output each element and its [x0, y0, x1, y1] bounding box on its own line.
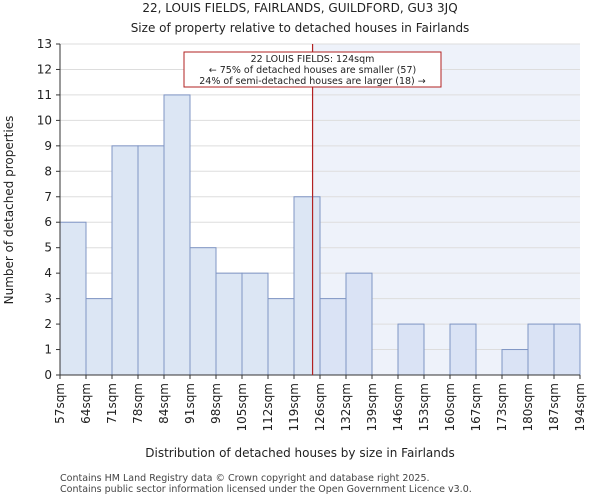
x-tick-label: 160sqm — [443, 383, 457, 431]
x-tick-label: 173sqm — [495, 383, 509, 431]
x-tick-label: 167sqm — [469, 383, 483, 431]
x-tick-label: 64sqm — [79, 383, 93, 424]
x-tick-label: 146sqm — [391, 383, 405, 431]
y-tick-label: 10 — [37, 113, 52, 127]
y-tick-label: 4 — [44, 266, 52, 280]
annotation-line1: 22 LOUIS FIELDS: 124sqm — [251, 54, 375, 65]
x-tick-label: 119sqm — [287, 383, 301, 431]
bar — [111, 145, 139, 376]
y-tick-label: 9 — [44, 139, 52, 153]
bar — [501, 349, 529, 376]
x-tick-label: 71sqm — [105, 383, 119, 424]
y-tick-label: 2 — [44, 317, 52, 331]
bar — [553, 323, 581, 376]
x-tick-label: 57sqm — [53, 383, 67, 424]
y-tick-label: 3 — [44, 292, 52, 306]
y-tick-label: 7 — [44, 190, 52, 204]
annotation-box — [183, 51, 442, 88]
x-tick-label: 78sqm — [131, 383, 145, 424]
annotation-line3: 24% of semi-detached houses are larger (… — [199, 76, 426, 87]
x-tick-label: 126sqm — [313, 383, 327, 431]
x-tick-label: 98sqm — [209, 383, 223, 424]
y-tick-label: 0 — [44, 368, 52, 382]
footer-line-1: Contains HM Land Registry data © Crown c… — [60, 473, 430, 484]
y-tick-label: 8 — [44, 164, 52, 178]
chart-subtitle: Size of property relative to detached ho… — [131, 21, 470, 35]
bar — [189, 247, 217, 376]
x-tick-label: 91sqm — [183, 383, 197, 424]
bar — [137, 145, 165, 376]
x-tick-label: 112sqm — [261, 383, 275, 431]
bar — [267, 298, 295, 376]
chart-title: 22, LOUIS FIELDS, FAIRLANDS, GUILDFORD, … — [142, 1, 457, 15]
y-tick-label: 5 — [44, 241, 52, 255]
x-axis-label: Distribution of detached houses by size … — [145, 446, 455, 460]
bar — [319, 298, 347, 376]
x-tick-label: 84sqm — [157, 383, 171, 424]
y-tick-label: 12 — [37, 62, 52, 76]
x-tick-label: 194sqm — [573, 383, 587, 431]
bar — [163, 94, 191, 376]
bar — [241, 272, 269, 376]
bar — [345, 272, 373, 376]
footer-attribution: Contains HM Land Registry data © Crown c… — [60, 473, 472, 495]
footer-line-2: Contains public sector information licen… — [60, 484, 472, 495]
x-tick-label: 105sqm — [235, 383, 249, 431]
bar — [85, 298, 113, 376]
x-tick-label: 180sqm — [521, 383, 535, 431]
y-tick-label: 6 — [44, 215, 52, 229]
x-tick-label: 139sqm — [365, 383, 379, 431]
bar — [527, 323, 555, 376]
x-tick-label: 187sqm — [547, 383, 561, 431]
bar — [449, 323, 477, 376]
bar — [59, 221, 87, 376]
y-tick-label: 1 — [44, 343, 52, 357]
y-tick-label: 11 — [37, 88, 52, 102]
bar — [293, 196, 321, 376]
y-tick-label: 13 — [37, 37, 52, 51]
x-tick-label: 153sqm — [417, 383, 431, 431]
x-tick-label: 132sqm — [339, 383, 353, 431]
annotation-line2: ← 75% of detached houses are smaller (57… — [209, 65, 416, 76]
y-axis-label: Number of detached properties — [2, 116, 16, 305]
bar — [397, 323, 425, 376]
bar — [215, 272, 243, 376]
